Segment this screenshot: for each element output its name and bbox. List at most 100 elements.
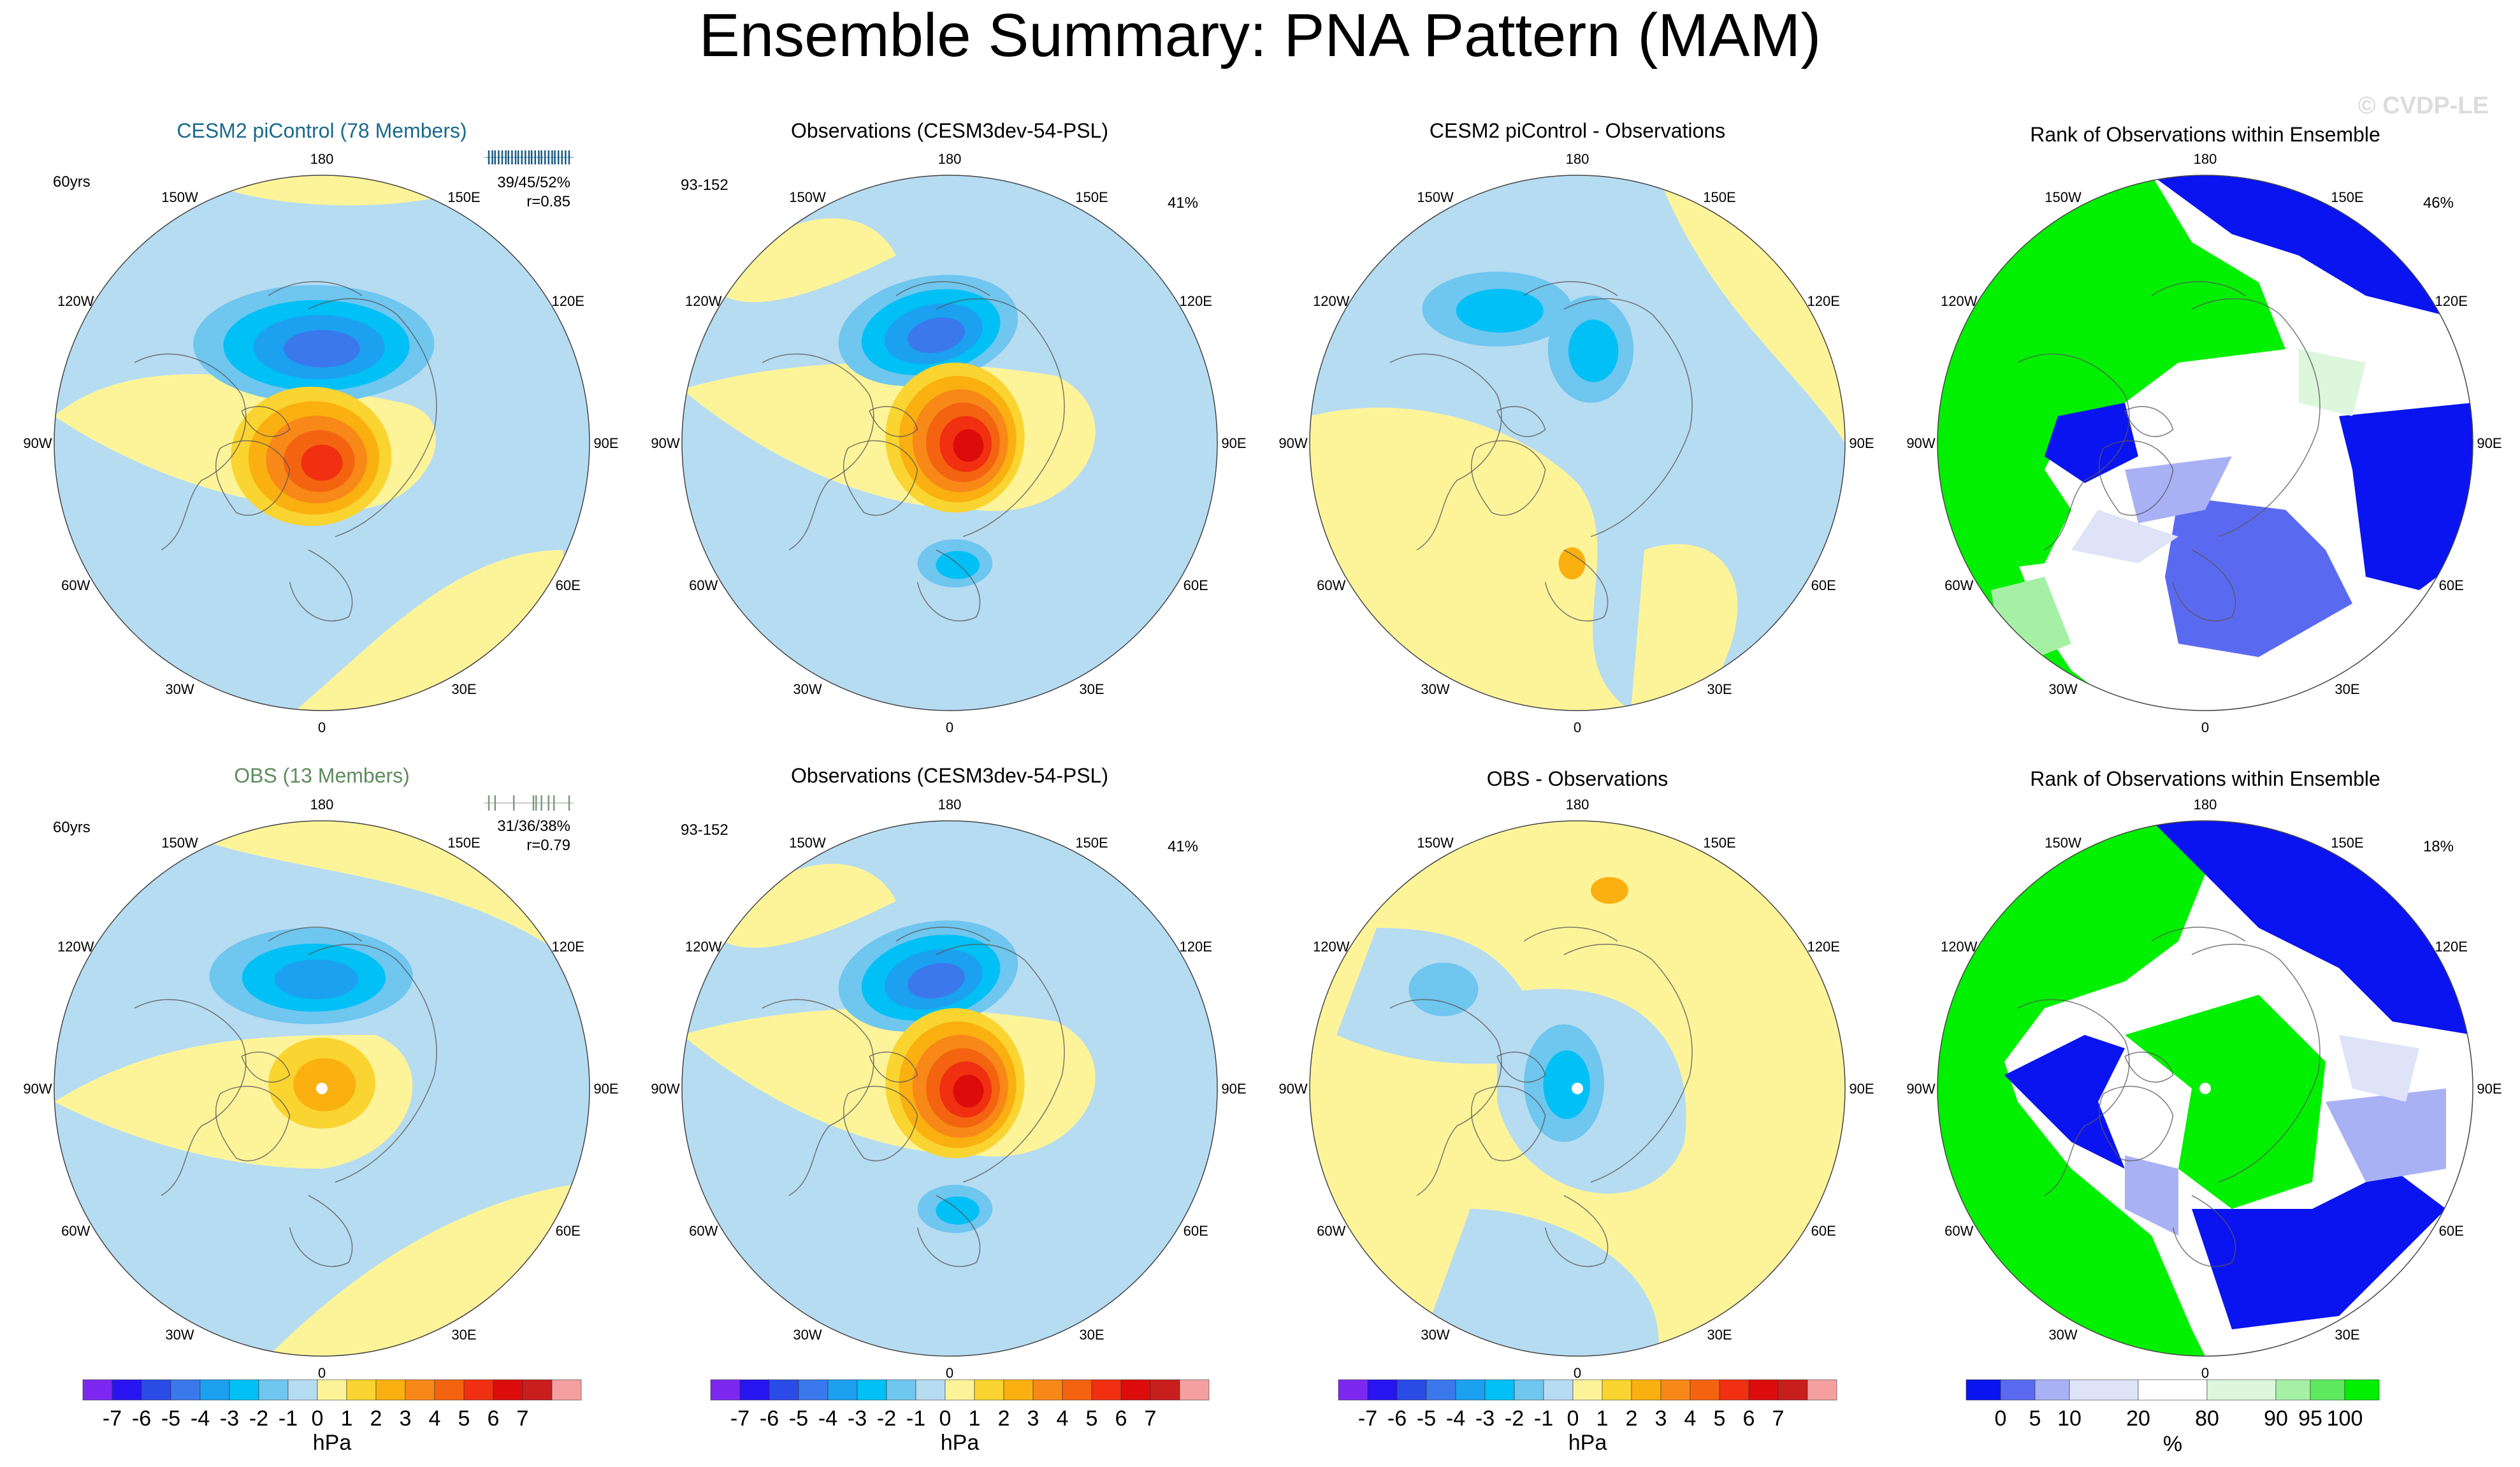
low-center-level-4 xyxy=(908,317,965,353)
coastline-1 xyxy=(843,1085,918,1162)
lon-label: 150E xyxy=(447,835,480,851)
colorbar-tick-label: -1 xyxy=(906,1406,925,1431)
colorbar-psl-2: -7 -6 -5 -4 -3 -2 -1 0 1 2 3 4 5 6 7 hPa xyxy=(710,1379,1210,1455)
colorbar-tick-label: -2 xyxy=(877,1406,896,1431)
coastline-4 xyxy=(2124,1051,2174,1083)
lon-label: 150W xyxy=(161,835,198,851)
page-title: Ensemble Summary: PNA Pattern (MAM) xyxy=(699,1,1821,69)
colorbar-swatch xyxy=(1719,1379,1749,1401)
colorbar-tick-label: -5 xyxy=(1417,1406,1436,1431)
lon-label: 30W xyxy=(165,681,194,697)
colorbar-rank: 0 5 10 20 80 90 95 100% xyxy=(1966,1379,2380,1456)
lon-label: 30W xyxy=(2048,1327,2077,1343)
lon-label: 120E xyxy=(1807,939,1840,955)
rank-region-90 xyxy=(2299,349,2366,416)
colorbar-tick-label: 0 xyxy=(1995,1406,2007,1431)
coastline-0 xyxy=(134,353,247,551)
rank-region-0-south xyxy=(2192,1169,2446,1329)
lon-label: 150E xyxy=(2331,835,2363,851)
panel-title: Rank of Observations within Ensemble xyxy=(2030,123,2380,146)
coastline-1 xyxy=(843,440,918,516)
rank-region-100 xyxy=(1937,175,2285,577)
coastline-1 xyxy=(2098,1085,2174,1162)
high-small xyxy=(1558,547,1586,580)
polar-map: 180 150E 120E 90E 60E 30E 0 30W 60W 90W 120W 150W xyxy=(23,151,618,735)
lon-label: 180 xyxy=(938,151,962,167)
colorbar-tick-label: -7 xyxy=(103,1406,122,1431)
lon-label: 120E xyxy=(1180,939,1212,955)
colorbar-tick-label: 10 xyxy=(2057,1406,2082,1431)
high-north xyxy=(1591,877,1628,904)
colorbar-tick-label: -7 xyxy=(1358,1406,1377,1431)
colorbar-tick-label: -4 xyxy=(818,1406,837,1431)
colorbar-tick-label: 2 xyxy=(998,1406,1010,1431)
colorbar-tick-label: 3 xyxy=(1655,1406,1667,1431)
years-label: 93-152 xyxy=(681,821,728,839)
lon-label: 90E xyxy=(1849,435,1874,451)
colorbar-swatch xyxy=(199,1379,230,1401)
coastline-3 xyxy=(289,549,353,622)
coastline-1 xyxy=(2098,440,2174,516)
lon-label: 120E xyxy=(552,293,584,309)
lon-label: 30W xyxy=(793,681,822,697)
lon-label: 120E xyxy=(552,939,584,955)
rank-region-0-west xyxy=(2004,1035,2125,1169)
lon-label: 0 xyxy=(946,719,953,735)
lon-label: 30W xyxy=(1421,681,1449,697)
lon-label: 90W xyxy=(1906,1081,1935,1097)
colorbar-swatch xyxy=(710,1379,741,1401)
lon-label: 180 xyxy=(2194,151,2217,167)
colorbar-tick-label: 7 xyxy=(1772,1406,1785,1431)
colorbar-swatch xyxy=(1807,1379,1837,1401)
coastline-4 xyxy=(1496,1051,1546,1083)
colorbar-tick-label: 6 xyxy=(1743,1406,1755,1431)
low-center-level-4 xyxy=(908,963,965,999)
colorbar-swatch xyxy=(798,1379,829,1401)
coastline-1 xyxy=(1470,1085,1546,1162)
panel-rank-top: Rank of Observations within Ensemble 46%… xyxy=(1906,123,2502,735)
high-center-level-5 xyxy=(301,444,343,481)
lon-label: 120E xyxy=(1180,293,1212,309)
stats-line2: r=0.85 xyxy=(526,193,570,210)
lon-label: 30E xyxy=(1707,681,1732,697)
colorbar-tick-label: 90 xyxy=(2264,1406,2288,1431)
polar-map: 180 150E 120E 90E 60E 30E 0 30W 60W 90W 120W 150W xyxy=(1906,151,2502,735)
lon-label: 60E xyxy=(2439,1223,2464,1239)
lon-label: 150W xyxy=(2045,835,2082,851)
lon-label: 60E xyxy=(1811,577,1836,593)
colorbar-psl-1: -7 -6 -5 -4 -3 -2 -1 0 1 2 3 4 5 6 7 hPa xyxy=(82,1379,582,1455)
colorbar-swatch xyxy=(1120,1379,1151,1401)
colorbar-swatch xyxy=(522,1379,553,1401)
colorbar-swatch xyxy=(1455,1379,1486,1401)
lon-label: 30E xyxy=(1707,1327,1732,1343)
spread-barcode xyxy=(484,150,574,164)
lon-label: 180 xyxy=(1566,151,1589,167)
colorbar-swatch xyxy=(739,1379,770,1401)
colorbar-tick-label: 4 xyxy=(429,1406,441,1431)
coastline-3 xyxy=(2172,1195,2236,1268)
lon-label: 180 xyxy=(938,797,962,813)
high-center-level-6 xyxy=(953,1074,984,1108)
colorbar-swatch xyxy=(2034,1379,2070,1401)
colorbar-swatch xyxy=(1091,1379,1122,1401)
rank-region-10 xyxy=(2125,456,2232,523)
colorbar-swatch xyxy=(2000,1379,2036,1401)
lon-label: 30E xyxy=(2335,1327,2359,1343)
coastline-0 xyxy=(134,999,247,1196)
lon-label: 90E xyxy=(1221,435,1246,451)
years-label: 60yrs xyxy=(53,173,91,191)
percent-label: 46% xyxy=(2423,194,2454,212)
panel-title: Rank of Observations within Ensemble xyxy=(2030,767,2380,790)
pole-marker xyxy=(2199,1083,2211,1094)
coastline-2 xyxy=(308,943,437,1183)
rank-region-100-center xyxy=(2125,995,2326,1209)
pole-marker xyxy=(1572,1083,1583,1094)
positive-region-nw xyxy=(709,218,896,303)
panel-title: CESM2 piControl - Observations xyxy=(1430,119,1725,142)
coastline-3 xyxy=(2172,549,2236,622)
panel-diff-top: CESM2 piControl - Observations 180 150E 12… xyxy=(1278,119,1874,735)
colorbar-tick-label: 1 xyxy=(1597,1406,1609,1431)
colorbar-tick-label: -3 xyxy=(220,1406,239,1431)
lon-label: 0 xyxy=(1574,1365,1581,1381)
stats-line1: 39/45/52% xyxy=(497,174,570,191)
